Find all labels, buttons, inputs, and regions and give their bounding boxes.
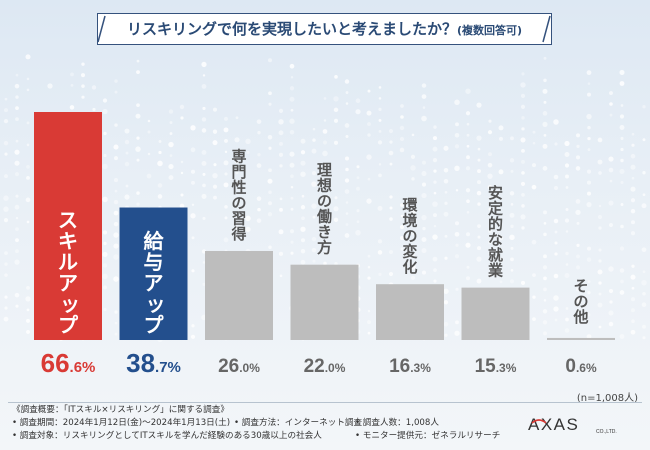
category-label-7: その他 <box>572 277 588 326</box>
divider <box>8 402 642 403</box>
value-label-6: 15.3% <box>475 356 517 377</box>
survey-count: • 調査人数：1,008人 <box>355 418 439 428</box>
title-slash-left <box>97 15 106 43</box>
category-label-4: 理想の働き方 <box>316 161 332 257</box>
survey-target: • 調査対象：リスキリングとしてITスキルを学んだ経験のある30歳以上の社会人 <box>12 431 322 441</box>
survey-notes: 《調査概要：「ITスキル×リスキリング」に関する調査》 • 調査期間：2024年… <box>12 404 500 443</box>
chart-title-main: リスキリングで何を実現したいと考えましたか？ <box>126 20 457 38</box>
bar-4 <box>290 264 359 340</box>
sample-size-label: (n=1,008人) <box>576 393 638 404</box>
survey-row-1: • 調査期間：2024年1月12日(金)～2024年1月13日(土) • 調査方… <box>12 417 439 430</box>
value-label-7: 0.6% <box>565 356 597 377</box>
value-label-2: 38.7% <box>126 348 181 378</box>
bar-group-7: その他 0.6% <box>547 277 615 377</box>
chart-title-sub: (複数回答可) <box>456 24 523 37</box>
category-label-2: 給与アップ <box>144 229 166 337</box>
value-label-4: 22.0% <box>304 356 346 377</box>
bar-group-1: スキルアップ 66.6% <box>34 112 102 378</box>
logo-suffix: CO.,LTD. <box>596 429 617 435</box>
survey-method: • 調査方法：インターネット調査 <box>234 418 363 428</box>
survey-period: • 調査期間：2024年1月12日(金)～2024年1月13日(土) <box>12 418 231 428</box>
bar-group-5: 環境の変化 16.3% <box>376 196 444 377</box>
bar-3 <box>205 250 273 340</box>
survey-heading: 《調査概要：「ITスキル×リスキリング」に関する調査》 <box>12 405 229 415</box>
category-label-6: 安定的な就業 <box>487 184 504 279</box>
bar-chart: スキルアップ 66.6% 給与アップ 38.7% 専門性の習得 26.0% 理想の働き方 22… <box>34 112 615 378</box>
category-label-5: 環境の変化 <box>402 196 418 276</box>
bar-group-2: 給与アップ 38.7% <box>119 207 188 378</box>
logo-swoosh-icon <box>531 419 547 424</box>
survey-row-2: • 調査対象：リスキリングとしてITスキルを学んだ経験のある30歳以上の社会人 … <box>12 430 500 443</box>
title-box <box>97 13 552 45</box>
bar-group-4: 理想の働き方 22.0% <box>290 161 359 377</box>
axas-logo: AXAS CO.,LTD. <box>528 415 617 435</box>
bar-5 <box>376 284 444 340</box>
title-slash-right <box>542 15 551 43</box>
value-label-3: 26.0% <box>218 356 260 377</box>
category-label-3: 専門性の習得 <box>230 147 246 243</box>
logo-name: AXAS <box>528 415 579 434</box>
category-label-1: スキルアップ <box>58 208 80 337</box>
value-label-1: 66.6% <box>41 348 96 378</box>
survey-provider: • モニター提供元：ゼネラルリサーチ <box>355 431 501 441</box>
bar-7 <box>547 337 615 340</box>
chart-title: リスキリングで何を実現したいと考えましたか？(複数回答可) <box>97 13 552 45</box>
bar-2 <box>119 207 188 340</box>
bar-group-6: 安定的な就業 15.3% <box>461 184 530 377</box>
bar-group-3: 専門性の習得 26.0% <box>205 147 273 377</box>
bar-1 <box>34 112 102 340</box>
bar-6 <box>461 287 530 340</box>
value-label-5: 16.3% <box>389 356 431 377</box>
